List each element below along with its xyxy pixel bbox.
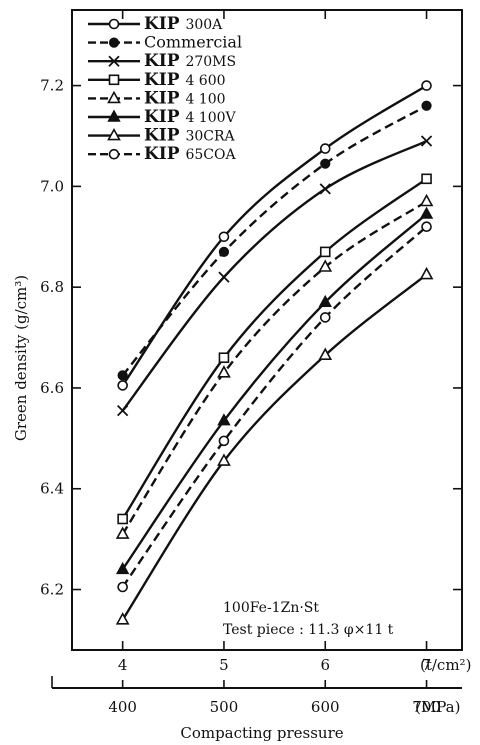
data-point: [217, 453, 231, 466]
data-point: [318, 259, 333, 272]
data-point: [107, 109, 121, 122]
chart-series-group: [115, 80, 434, 625]
legend-item: KIP 65COA: [88, 144, 236, 164]
series-4-100: [115, 193, 434, 539]
series-line: [121, 225, 428, 588]
series-line: [121, 200, 428, 535]
data-point: [421, 100, 432, 111]
y-tick-label: 6.2: [40, 581, 64, 599]
data-point: [217, 413, 231, 426]
legend-label: Commercial: [144, 33, 242, 52]
legend-item: Commercial: [88, 33, 242, 52]
x2-tick-label: 500: [210, 698, 239, 716]
series-line: [121, 139, 428, 412]
data-point: [218, 435, 230, 447]
data-point: [108, 18, 120, 30]
data-point: [218, 271, 230, 283]
data-point: [421, 80, 432, 91]
x2-tick-label: 600: [311, 698, 340, 716]
legend-label: KIP 30CRA: [144, 126, 236, 146]
data-point: [319, 183, 331, 195]
y-tick-label: 6.6: [40, 379, 64, 397]
y-tick-label: 7.0: [40, 177, 64, 195]
legend-label: KIP 65COA: [144, 144, 236, 164]
legend-item: KIP 300A: [88, 14, 223, 34]
legend-item: KIP 270MS: [88, 51, 236, 71]
data-point: [117, 581, 128, 593]
data-point: [419, 206, 434, 219]
series-65coa: [117, 221, 432, 593]
data-point: [108, 74, 120, 86]
plot-frame: [71, 9, 463, 651]
y-tick-label: 7.2: [40, 77, 64, 95]
x-tick-label: 4: [118, 656, 128, 674]
data-point: [318, 294, 332, 307]
data-point: [108, 55, 120, 67]
data-point: [218, 352, 230, 364]
y-axis-title: Green density (g/cm³): [12, 275, 30, 441]
data-point: [115, 612, 130, 625]
data-point: [107, 127, 121, 141]
legend-label: KIP 300A: [144, 14, 223, 34]
legend-item: KIP 30CRA: [88, 126, 236, 146]
x-tick-label: 7: [422, 656, 432, 674]
series-commercial: [117, 100, 432, 381]
y-tick-label: 6.4: [40, 480, 64, 498]
series-4-100v: [115, 206, 434, 575]
series-line: [121, 177, 428, 520]
data-point: [108, 37, 120, 48]
data-point: [319, 143, 331, 154]
series-30cra: [115, 266, 434, 625]
y-tick-label: 6.8: [40, 278, 64, 296]
data-point: [318, 347, 333, 360]
data-point: [217, 365, 231, 378]
legend-label: KIP 4 100: [144, 88, 226, 108]
data-point: [319, 246, 331, 258]
data-point: [117, 370, 128, 381]
series-line: [121, 213, 428, 571]
data-point: [421, 221, 432, 232]
data-point: [117, 404, 129, 417]
legend-label: KIP 4 100V: [144, 107, 237, 127]
x2-tick-label: 400: [108, 698, 137, 716]
data-point: [320, 158, 331, 169]
data-point: [117, 513, 128, 525]
series-4-600: [117, 173, 432, 525]
annotation-composition: 100Fe-1Zn·St: [223, 600, 319, 616]
data-point: [107, 90, 121, 104]
x2-axis-unit-label: (MPa): [415, 698, 460, 716]
legend-label: KIP 4 600: [144, 70, 226, 90]
x-axis-title: Compacting pressure: [180, 724, 343, 742]
annotation-test-piece: Test piece : 11.3 φ×11 t: [223, 622, 394, 638]
x-axis-unit-label: (t/cm²): [420, 656, 471, 674]
data-point: [419, 193, 434, 207]
legend-item: KIP 4 600: [88, 70, 226, 90]
data-point: [218, 231, 230, 243]
data-point: [419, 266, 434, 280]
data-point: [420, 135, 433, 147]
series-270ms: [117, 135, 433, 417]
data-point: [115, 526, 130, 539]
series-line: [121, 104, 428, 377]
data-point: [115, 561, 130, 575]
data-point: [108, 148, 120, 160]
x-tick-label: 6: [320, 656, 330, 674]
data-point: [319, 312, 331, 323]
legend-label: KIP 270MS: [144, 51, 236, 71]
chart-plot-area: 6.2 6.4 6.6 6.8 7.0 7.2 4 5 6 7 400 500 600 700: [40, 9, 463, 716]
series-line: [121, 273, 428, 621]
data-point: [218, 246, 230, 257]
data-point: [117, 380, 128, 391]
data-point: [421, 173, 432, 185]
legend-item: KIP 4 100V: [88, 107, 237, 127]
x2-tick-label: 700: [412, 698, 441, 716]
legend-item: KIP 4 100: [88, 88, 226, 108]
x-tick-label: 5: [219, 656, 229, 674]
